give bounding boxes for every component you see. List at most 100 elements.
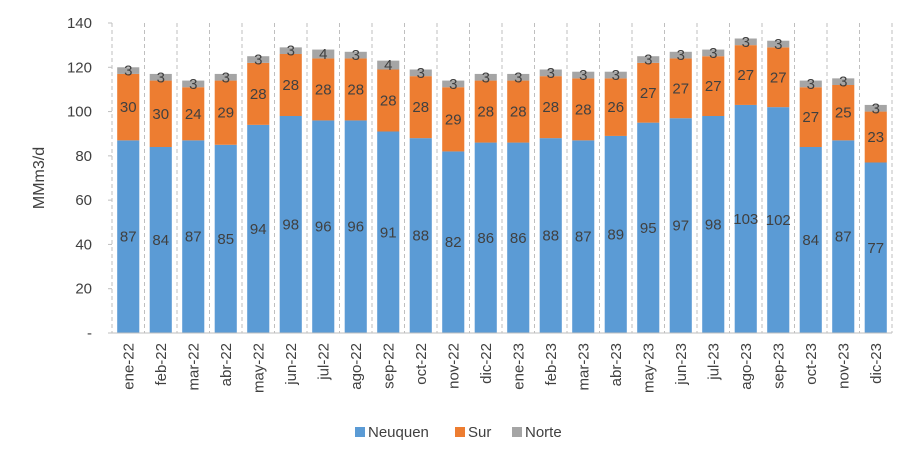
x-tick-label: may-23 xyxy=(640,343,657,393)
bar-segment-sur xyxy=(572,78,595,141)
data-label-neuquen: 98 xyxy=(282,217,299,234)
x-tick-label: ene-23 xyxy=(510,343,527,390)
data-label-neuquen: 102 xyxy=(766,212,791,229)
bar-segment-neuquen xyxy=(734,104,757,333)
data-label-sur: 29 xyxy=(217,105,234,122)
bar-segment-neuquen xyxy=(377,131,400,333)
x-tick-label: jun-22 xyxy=(283,343,300,386)
legend-swatch xyxy=(512,427,522,437)
data-label-norte: 3 xyxy=(352,47,360,64)
data-label-sur: 28 xyxy=(380,93,397,110)
bar-segment-sur xyxy=(832,85,855,141)
data-label-norte: 3 xyxy=(287,43,295,60)
grid-layer xyxy=(111,23,893,333)
data-label-norte: 3 xyxy=(644,52,652,69)
legend: Neuquen Sur Norte xyxy=(355,424,562,441)
data-label-neuquen: 86 xyxy=(510,230,527,247)
data-label-sur: 28 xyxy=(510,104,527,121)
data-label-sur: 27 xyxy=(737,67,754,84)
y-axis-title: MMm3/d xyxy=(31,147,48,209)
data-label-sur: 27 xyxy=(705,78,722,95)
bar-segment-neuquen xyxy=(669,118,692,333)
data-label-norte: 4 xyxy=(319,46,327,63)
y-tick-label: 100 xyxy=(67,104,92,121)
bar-segment-sur xyxy=(604,78,627,136)
bar-segment-norte xyxy=(442,80,465,88)
data-label-norte: 3 xyxy=(872,100,880,117)
x-tick-label: mar-23 xyxy=(575,343,592,391)
data-label-neuquen: 85 xyxy=(217,231,234,248)
data-label-norte: 3 xyxy=(449,76,457,93)
x-tick-label: oct-23 xyxy=(803,343,820,385)
bar-segment-neuquen xyxy=(279,116,302,333)
data-label-neuquen: 95 xyxy=(640,220,657,237)
bar-segment-neuquen xyxy=(864,162,887,333)
data-label-norte: 3 xyxy=(677,47,685,64)
bar-segment-norte xyxy=(474,73,497,81)
bar-segment-neuquen xyxy=(832,140,855,333)
x-tick-label: abr-23 xyxy=(608,343,625,386)
legend-swatch xyxy=(355,427,365,437)
data-label-norte: 3 xyxy=(839,74,847,91)
data-label-neuquen: 84 xyxy=(802,232,819,249)
bar-segment-neuquen xyxy=(247,124,270,333)
data-label-sur: 27 xyxy=(802,109,819,126)
bar-segment-neuquen xyxy=(637,122,660,334)
bar-segment-norte xyxy=(539,69,562,77)
y-tick-label: 40 xyxy=(75,236,92,253)
bar-segment-norte xyxy=(572,71,595,79)
legend-item-neuquen: Neuquen xyxy=(355,424,429,441)
bar-segment-neuquen xyxy=(442,151,465,333)
data-label-norte: 3 xyxy=(709,45,717,62)
bar-segment-norte xyxy=(344,51,367,59)
bar-segment-norte xyxy=(734,38,757,46)
bar-segment-sur xyxy=(702,56,725,116)
data-label-norte: 3 xyxy=(579,67,587,84)
bar-segment-norte xyxy=(799,80,822,88)
data-label-norte: 3 xyxy=(514,69,522,86)
bar-segment-sur xyxy=(344,58,367,121)
data-label-norte: 3 xyxy=(807,76,815,93)
x-tick-label: ago-22 xyxy=(348,343,365,390)
x-tick-label: dic-22 xyxy=(478,343,495,384)
data-label-norte: 3 xyxy=(774,36,782,53)
data-label-sur: 30 xyxy=(152,106,169,123)
bar-segment-norte xyxy=(279,47,302,54)
x-tick-label: dic-23 xyxy=(868,343,885,384)
bar-segment-sur xyxy=(182,87,205,141)
bar-segment-sur xyxy=(767,47,790,108)
bar-segment-neuquen xyxy=(767,107,790,334)
bar-segment-norte xyxy=(377,60,400,70)
bar-segment-norte xyxy=(409,69,432,77)
x-tick-label: jul-23 xyxy=(705,343,722,381)
data-label-neuquen: 97 xyxy=(672,218,689,235)
x-tick-label: mar-22 xyxy=(185,343,202,391)
data-label-neuquen: 88 xyxy=(412,228,429,245)
bar-segment-sur xyxy=(409,76,432,139)
x-tick-label: feb-23 xyxy=(543,343,560,386)
bar-segment-sur xyxy=(377,69,400,132)
bar-segment-sur xyxy=(669,58,692,119)
bar-segment-sur xyxy=(864,111,887,163)
legend-label: Neuquen xyxy=(368,424,429,441)
bar-segment-neuquen xyxy=(312,120,335,333)
x-tick-label: ago-23 xyxy=(738,343,755,390)
data-label-neuquen: 96 xyxy=(315,219,332,236)
bar-segment-sur xyxy=(734,45,757,105)
data-label-neuquen: 96 xyxy=(347,219,364,236)
data-label-neuquen: 91 xyxy=(380,224,397,241)
data-label-sur: 28 xyxy=(315,81,332,98)
data-label-neuquen: 94 xyxy=(250,221,267,238)
data-label-neuquen: 87 xyxy=(835,229,852,246)
bar-segment-sur xyxy=(312,58,335,121)
x-tick-label: jul-22 xyxy=(315,343,332,381)
bar-segment-neuquen xyxy=(149,147,172,333)
x-tick-label: abr-22 xyxy=(218,343,235,386)
legend-swatch xyxy=(455,427,465,437)
bar-segment-neuquen xyxy=(409,138,432,333)
bar-segment-sur xyxy=(474,80,497,143)
data-label-neuquen: 88 xyxy=(542,228,559,245)
bar-segment-neuquen xyxy=(214,144,237,333)
y-tick-label: 80 xyxy=(75,148,92,165)
